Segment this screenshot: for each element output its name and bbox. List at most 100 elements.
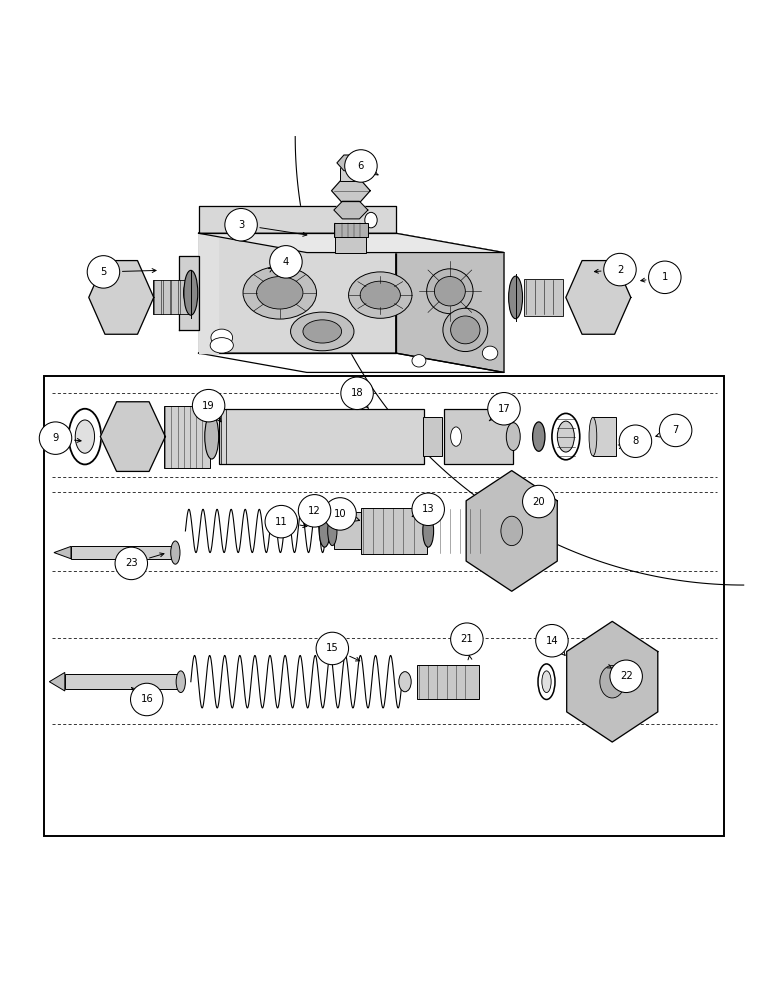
Ellipse shape <box>399 672 411 692</box>
Text: 12: 12 <box>308 506 321 516</box>
Polygon shape <box>334 201 368 219</box>
Circle shape <box>604 253 636 286</box>
Polygon shape <box>199 233 396 353</box>
Circle shape <box>130 683 163 716</box>
Ellipse shape <box>542 671 551 693</box>
Circle shape <box>87 256 120 288</box>
Ellipse shape <box>327 516 337 546</box>
Polygon shape <box>466 471 557 591</box>
Circle shape <box>316 632 348 665</box>
Ellipse shape <box>443 308 488 352</box>
FancyBboxPatch shape <box>164 406 210 468</box>
Text: 6: 6 <box>358 161 364 171</box>
Circle shape <box>451 623 483 655</box>
FancyBboxPatch shape <box>334 223 368 237</box>
Text: 19: 19 <box>203 401 215 411</box>
Ellipse shape <box>365 212 377 228</box>
Ellipse shape <box>210 338 234 353</box>
Ellipse shape <box>227 212 240 228</box>
Circle shape <box>488 393 520 425</box>
Ellipse shape <box>348 272 412 318</box>
Ellipse shape <box>427 269 473 314</box>
Text: 16: 16 <box>140 694 153 704</box>
Ellipse shape <box>68 409 101 464</box>
Ellipse shape <box>171 541 180 564</box>
Text: 9: 9 <box>52 433 59 443</box>
Circle shape <box>115 547 147 580</box>
Circle shape <box>345 150 377 182</box>
Text: 1: 1 <box>662 272 668 282</box>
FancyBboxPatch shape <box>340 162 362 181</box>
Ellipse shape <box>303 320 341 343</box>
FancyBboxPatch shape <box>593 417 616 456</box>
Ellipse shape <box>451 316 480 344</box>
Ellipse shape <box>483 346 497 360</box>
Polygon shape <box>179 256 199 330</box>
Text: 15: 15 <box>326 643 338 653</box>
Ellipse shape <box>538 664 555 699</box>
Ellipse shape <box>423 515 434 547</box>
Ellipse shape <box>211 329 233 346</box>
Ellipse shape <box>360 281 400 309</box>
Circle shape <box>265 505 297 538</box>
Ellipse shape <box>183 282 194 304</box>
Circle shape <box>412 493 445 526</box>
Ellipse shape <box>532 422 545 451</box>
Ellipse shape <box>319 515 330 547</box>
Ellipse shape <box>435 277 466 306</box>
Text: 20: 20 <box>532 497 545 507</box>
Bar <box>44 376 724 836</box>
Ellipse shape <box>557 421 574 452</box>
FancyBboxPatch shape <box>220 409 424 464</box>
Ellipse shape <box>75 420 95 453</box>
Circle shape <box>522 485 555 518</box>
Circle shape <box>298 495 331 527</box>
Ellipse shape <box>506 423 520 451</box>
Circle shape <box>610 660 643 693</box>
Ellipse shape <box>176 671 185 693</box>
Text: 7: 7 <box>673 425 679 435</box>
Circle shape <box>649 261 681 294</box>
Text: 13: 13 <box>422 504 435 514</box>
Polygon shape <box>337 155 365 171</box>
Text: 21: 21 <box>460 634 473 644</box>
Text: 11: 11 <box>275 517 288 527</box>
Circle shape <box>225 208 258 241</box>
Ellipse shape <box>184 270 198 315</box>
FancyBboxPatch shape <box>361 508 427 554</box>
Ellipse shape <box>205 414 219 459</box>
Circle shape <box>660 414 692 447</box>
Text: 22: 22 <box>620 671 632 681</box>
Ellipse shape <box>600 665 625 698</box>
Text: 2: 2 <box>617 265 623 275</box>
Circle shape <box>341 377 373 410</box>
Text: 5: 5 <box>100 267 106 277</box>
Polygon shape <box>199 206 396 233</box>
Polygon shape <box>566 261 631 334</box>
Circle shape <box>324 498 356 530</box>
Text: 14: 14 <box>546 636 558 646</box>
Ellipse shape <box>552 413 580 460</box>
Circle shape <box>270 246 302 278</box>
Text: 23: 23 <box>125 558 137 568</box>
Polygon shape <box>54 546 71 559</box>
Polygon shape <box>50 672 64 691</box>
Circle shape <box>619 425 652 457</box>
Ellipse shape <box>412 355 426 367</box>
Text: 10: 10 <box>334 509 346 519</box>
Ellipse shape <box>243 266 317 319</box>
Polygon shape <box>566 621 658 742</box>
Ellipse shape <box>501 516 522 546</box>
FancyBboxPatch shape <box>64 674 177 689</box>
Text: 3: 3 <box>238 220 244 230</box>
Text: 4: 4 <box>282 257 289 267</box>
Polygon shape <box>100 402 165 471</box>
FancyBboxPatch shape <box>444 409 513 464</box>
FancyBboxPatch shape <box>334 512 361 549</box>
Ellipse shape <box>589 417 597 456</box>
Ellipse shape <box>508 276 522 319</box>
Polygon shape <box>396 233 504 372</box>
Ellipse shape <box>257 277 303 309</box>
FancyBboxPatch shape <box>71 546 171 559</box>
Text: 8: 8 <box>632 436 639 446</box>
